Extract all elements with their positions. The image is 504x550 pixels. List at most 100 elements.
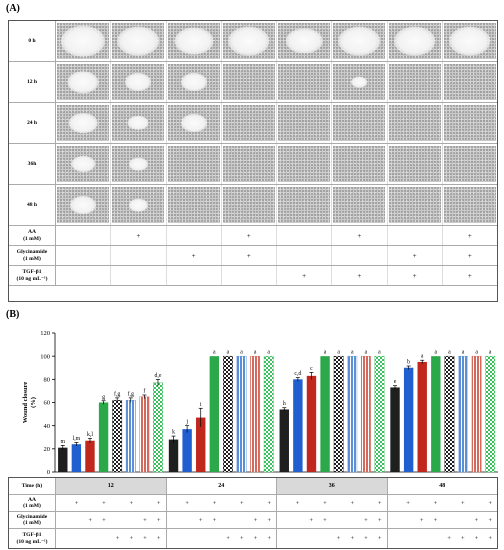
plus-cell	[332, 246, 388, 265]
bar	[250, 355, 261, 473]
plus-cell: +	[460, 535, 465, 542]
bar	[374, 355, 385, 473]
plus-cell: +	[239, 499, 244, 507]
bar	[71, 444, 82, 472]
plus-cell	[111, 495, 125, 511]
significance-letter: d,e	[155, 373, 162, 379]
plus-cell: +	[226, 535, 230, 542]
bar	[485, 355, 496, 473]
significance-letter: a	[227, 350, 230, 356]
image-cell	[332, 144, 388, 184]
bar	[236, 355, 247, 473]
bar	[182, 429, 192, 472]
treatment-label: AA (1 mM)	[9, 495, 56, 511]
time-label: Time (h)	[9, 478, 56, 494]
plus-cell: +	[377, 499, 382, 507]
wound-area	[449, 26, 491, 56]
plus-cell: +	[406, 499, 410, 507]
significance-letter: k	[172, 430, 175, 436]
micrograph	[388, 64, 441, 100]
wound-area	[228, 26, 270, 56]
micrograph	[167, 187, 220, 223]
micrograph	[57, 146, 110, 182]
plus-cell: +	[377, 516, 382, 524]
plus-cell: +	[239, 535, 244, 542]
image-cell	[277, 144, 333, 184]
image-cell	[56, 62, 112, 102]
wound-area	[70, 196, 97, 214]
image-cell	[277, 21, 333, 61]
wound-area	[117, 26, 160, 56]
micrograph	[278, 187, 331, 223]
image-cell	[222, 21, 277, 61]
plus-cell	[277, 495, 291, 511]
bar	[293, 379, 303, 472]
wound-area	[127, 115, 149, 131]
plus-cell: +	[488, 499, 492, 507]
plus-cell	[401, 512, 415, 528]
image-cell	[277, 103, 333, 143]
plus-cell	[291, 512, 305, 528]
plus-cell: +	[129, 535, 134, 542]
significance-letter: a	[462, 350, 465, 356]
treatment-row: TGF-β1 (10 ng mL⁻¹) + + + + + + + + + + + + + + + +	[9, 529, 497, 548]
micrograph	[57, 64, 110, 100]
micrograph	[333, 23, 386, 59]
y-tick-label: 80	[44, 377, 51, 384]
plus-cell	[442, 512, 456, 528]
plus-cell: +	[332, 226, 388, 245]
significance-letter: a	[213, 350, 216, 356]
plus-cell: +	[185, 499, 189, 507]
significance-letter: a	[421, 354, 424, 360]
micrograph	[112, 146, 165, 182]
plus-cell	[401, 529, 415, 548]
plus-cell	[167, 266, 222, 285]
micrograph	[278, 64, 331, 100]
plus-cell	[291, 529, 305, 548]
y-tick-label: 0	[47, 469, 50, 475]
plus-cell: +	[433, 499, 438, 507]
image-cell	[388, 103, 443, 143]
wound-closure-chart: 0 20 40 60 80 100 120 Wound closure(%) m l,m k,l g f…	[22, 330, 498, 475]
treatment-label: TGF-β1 (10 ng mL⁻¹)	[9, 529, 56, 548]
plus-cell	[249, 495, 263, 511]
image-cell	[332, 21, 388, 61]
bar	[306, 375, 317, 472]
micrograph	[112, 187, 165, 223]
plus-cell	[277, 246, 333, 265]
plus-cell: +	[167, 246, 222, 265]
time-row: 0 h	[9, 21, 497, 62]
time-group: + + + +	[277, 495, 388, 511]
time-row: Time (h) 12 24 36 48	[9, 478, 497, 495]
plus-cell: +	[388, 246, 443, 265]
micrograph	[388, 105, 441, 141]
micrograph	[167, 23, 220, 59]
significance-letter: a	[324, 350, 327, 356]
plus-cell: +	[277, 266, 333, 285]
time-group: + + + +	[277, 529, 388, 548]
image-cell	[222, 144, 277, 184]
plus-cell: +	[267, 516, 271, 524]
time-group: + + + +	[388, 495, 498, 511]
significance-letter: a	[240, 350, 243, 356]
plus-cell: +	[111, 226, 167, 245]
bar	[125, 399, 136, 473]
wound-area	[180, 73, 207, 91]
plus-cell	[56, 512, 70, 528]
significance-letter: a	[448, 350, 451, 356]
y-tick-label: 120	[40, 330, 50, 337]
significance-letter: a	[254, 350, 257, 356]
wound-area	[174, 27, 214, 55]
image-cell	[222, 62, 277, 102]
plus-cell: +	[253, 516, 258, 524]
plus-cell: +	[488, 535, 492, 542]
time-row: 36h	[9, 144, 497, 185]
bar	[168, 439, 179, 472]
image-cell	[56, 185, 112, 225]
micrograph	[57, 187, 110, 223]
plus-cell	[167, 529, 181, 548]
y-tick-label: 100	[40, 353, 50, 360]
micrograph	[222, 187, 275, 223]
treatment-label: TGF-β1 (10 ng mL⁻¹)	[9, 266, 56, 285]
plus-cell	[415, 529, 429, 548]
